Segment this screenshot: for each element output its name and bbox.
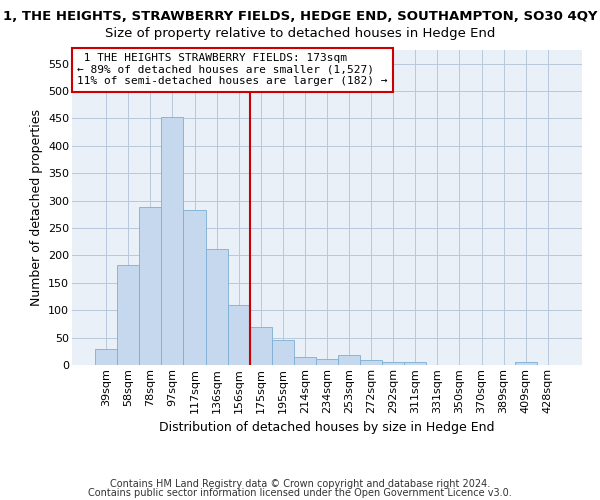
Bar <box>515 362 537 365</box>
Bar <box>250 326 272 365</box>
Bar <box>139 207 161 365</box>
Bar <box>382 362 404 365</box>
Bar <box>360 360 382 365</box>
Y-axis label: Number of detached properties: Number of detached properties <box>29 109 43 306</box>
Bar <box>272 340 294 365</box>
Bar <box>95 348 117 365</box>
Bar <box>294 357 316 365</box>
Text: Size of property relative to detached houses in Hedge End: Size of property relative to detached ho… <box>105 28 495 40</box>
Bar <box>161 118 184 365</box>
Text: Contains HM Land Registry data © Crown copyright and database right 2024.: Contains HM Land Registry data © Crown c… <box>110 479 490 489</box>
Text: 1 THE HEIGHTS STRAWBERRY FIELDS: 173sqm
← 89% of detached houses are smaller (1,: 1 THE HEIGHTS STRAWBERRY FIELDS: 173sqm … <box>77 53 388 86</box>
Text: 1, THE HEIGHTS, STRAWBERRY FIELDS, HEDGE END, SOUTHAMPTON, SO30 4QY: 1, THE HEIGHTS, STRAWBERRY FIELDS, HEDGE… <box>3 10 597 23</box>
Bar <box>316 359 338 365</box>
Text: Contains public sector information licensed under the Open Government Licence v3: Contains public sector information licen… <box>88 488 512 498</box>
Bar <box>338 354 360 365</box>
Bar <box>184 210 206 365</box>
Bar <box>206 250 227 365</box>
X-axis label: Distribution of detached houses by size in Hedge End: Distribution of detached houses by size … <box>159 421 495 434</box>
Bar <box>117 264 139 365</box>
Bar <box>227 304 250 365</box>
Bar <box>404 362 427 365</box>
